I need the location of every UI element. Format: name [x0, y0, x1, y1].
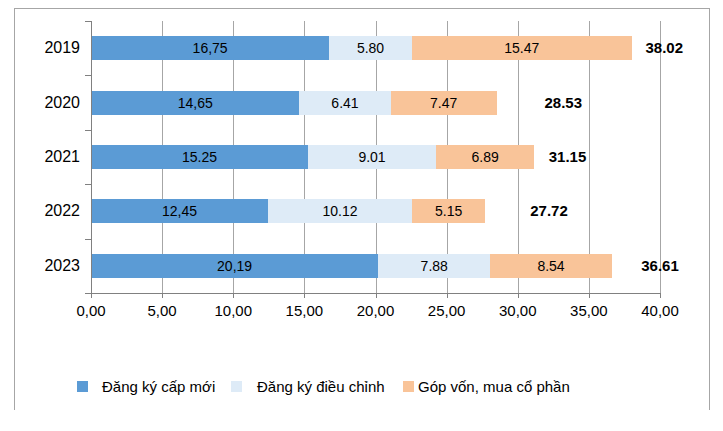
legend-label: Góp vốn, mua cổ phần — [418, 378, 570, 395]
bar-segment-label: 5.15 — [412, 199, 485, 223]
total-label-2020: 28.53 — [521, 93, 605, 113]
x-axis-tick — [162, 293, 163, 298]
legend-item-gop-von-mua-co-phan: Góp vốn, mua cổ phần — [403, 376, 570, 396]
category-label-2023: 2023 — [20, 256, 80, 276]
category-label-2021: 2021 — [20, 147, 80, 167]
x-axis-tick — [304, 293, 305, 298]
x-tick-label-15: 15,00 — [272, 302, 336, 320]
x-tick-label-25: 25,00 — [415, 302, 479, 320]
x-tick-label-30: 30,00 — [486, 302, 550, 320]
bar-segment-label: 7.88 — [378, 254, 490, 278]
bar-segment-label: 15.25 — [91, 145, 308, 169]
bar-segment-label: 16,75 — [91, 36, 329, 60]
y-axis-line — [91, 21, 92, 293]
legend: Đăng ký cấp mới Đăng ký điều chỉnh Góp v… — [0, 376, 723, 396]
x-tick-label-10: 10,00 — [201, 302, 265, 320]
total-label-2019: 38.02 — [622, 38, 706, 58]
bar-segment-label: 12,45 — [91, 199, 268, 223]
bar-segment-label: 10.12 — [268, 199, 412, 223]
legend-swatch-lightblue — [231, 381, 242, 392]
x-tick-label-20: 20,00 — [344, 302, 408, 320]
total-label-2022: 27.72 — [507, 201, 591, 221]
bar-segment-label: 6.41 — [299, 91, 390, 115]
total-label-2023: 36.61 — [618, 256, 702, 276]
legend-item-dang-ky-dieu-chinh: Đăng ký điều chỉnh — [231, 376, 385, 396]
bar-segment-label: 6.89 — [436, 145, 534, 169]
bar-segment-label: 20,19 — [91, 254, 378, 278]
x-axis-tick — [518, 293, 519, 298]
legend-label: Đăng ký điều chỉnh — [257, 378, 385, 395]
category-label-2020: 2020 — [20, 93, 80, 113]
x-tick-label-5: 5,00 — [130, 302, 194, 320]
bar-segment-label: 7.47 — [391, 91, 497, 115]
bar-segment-label: 9.01 — [308, 145, 436, 169]
category-label-2022: 2022 — [20, 201, 80, 221]
bar-segment-label: 8.54 — [490, 254, 611, 278]
legend-swatch-orange — [403, 381, 414, 392]
x-axis-tick — [376, 293, 377, 298]
legend-swatch-blue — [77, 381, 88, 392]
category-label-2019: 2019 — [20, 38, 80, 58]
x-axis-tick — [589, 293, 590, 298]
bar-segment-label: 15.47 — [412, 36, 632, 60]
x-axis-tick — [447, 293, 448, 298]
x-tick-label-35: 35,00 — [557, 302, 621, 320]
stacked-bar-chart-figure: 16,755.8015.47 2019 38.02 14,656.417.47 2020… — [0, 0, 723, 431]
bar-segment-label: 14,65 — [91, 91, 299, 115]
x-tick-label-40: 40,00 — [628, 302, 692, 320]
gridline-x-40 — [660, 21, 661, 293]
total-label-2021: 31.15 — [526, 147, 610, 167]
x-tick-label-0: 0,00 — [59, 302, 123, 320]
x-axis-tick — [233, 293, 234, 298]
x-axis-tick — [91, 293, 92, 298]
x-axis-tick — [660, 293, 661, 298]
legend-item-dang-ky-cap-moi: Đăng ký cấp mới — [77, 376, 215, 396]
bar-segment-label: 5.80 — [329, 36, 412, 60]
legend-label: Đăng ký cấp mới — [102, 378, 215, 395]
